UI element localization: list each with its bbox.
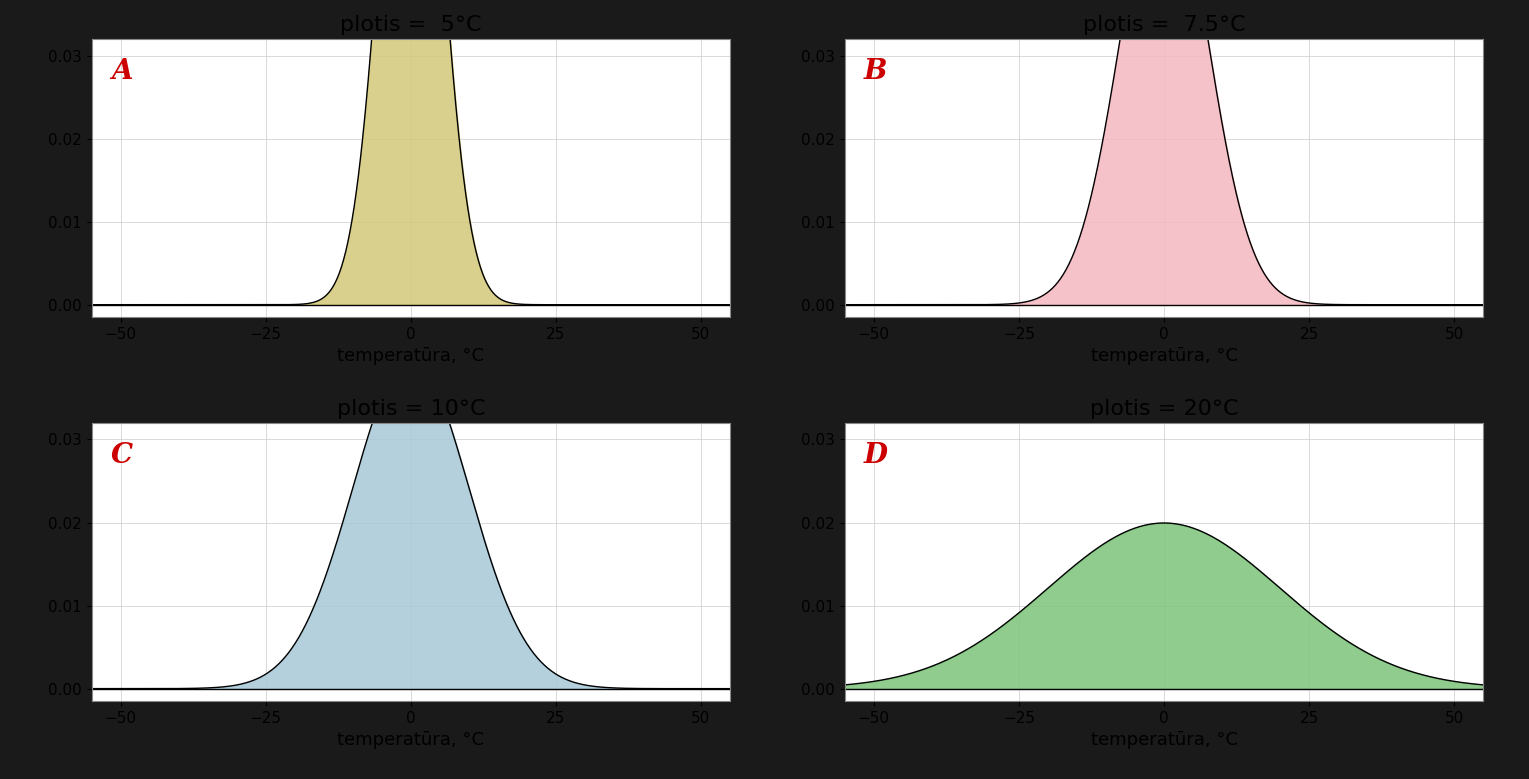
- X-axis label: temperatūra, °C: temperatūra, °C: [1090, 347, 1237, 365]
- Text: C: C: [112, 442, 133, 470]
- Title: plotis = 10°C: plotis = 10°C: [336, 399, 485, 418]
- Text: D: D: [864, 442, 888, 470]
- Title: plotis =  7.5°C: plotis = 7.5°C: [1083, 15, 1245, 34]
- Title: plotis = 20°C: plotis = 20°C: [1090, 399, 1238, 418]
- Text: A: A: [112, 58, 133, 86]
- Title: plotis =  5°C: plotis = 5°C: [339, 15, 482, 34]
- X-axis label: temperatūra, °C: temperatūra, °C: [338, 731, 485, 749]
- X-axis label: temperatūra, °C: temperatūra, °C: [338, 347, 485, 365]
- Text: B: B: [864, 58, 887, 86]
- X-axis label: temperatūra, °C: temperatūra, °C: [1090, 731, 1237, 749]
